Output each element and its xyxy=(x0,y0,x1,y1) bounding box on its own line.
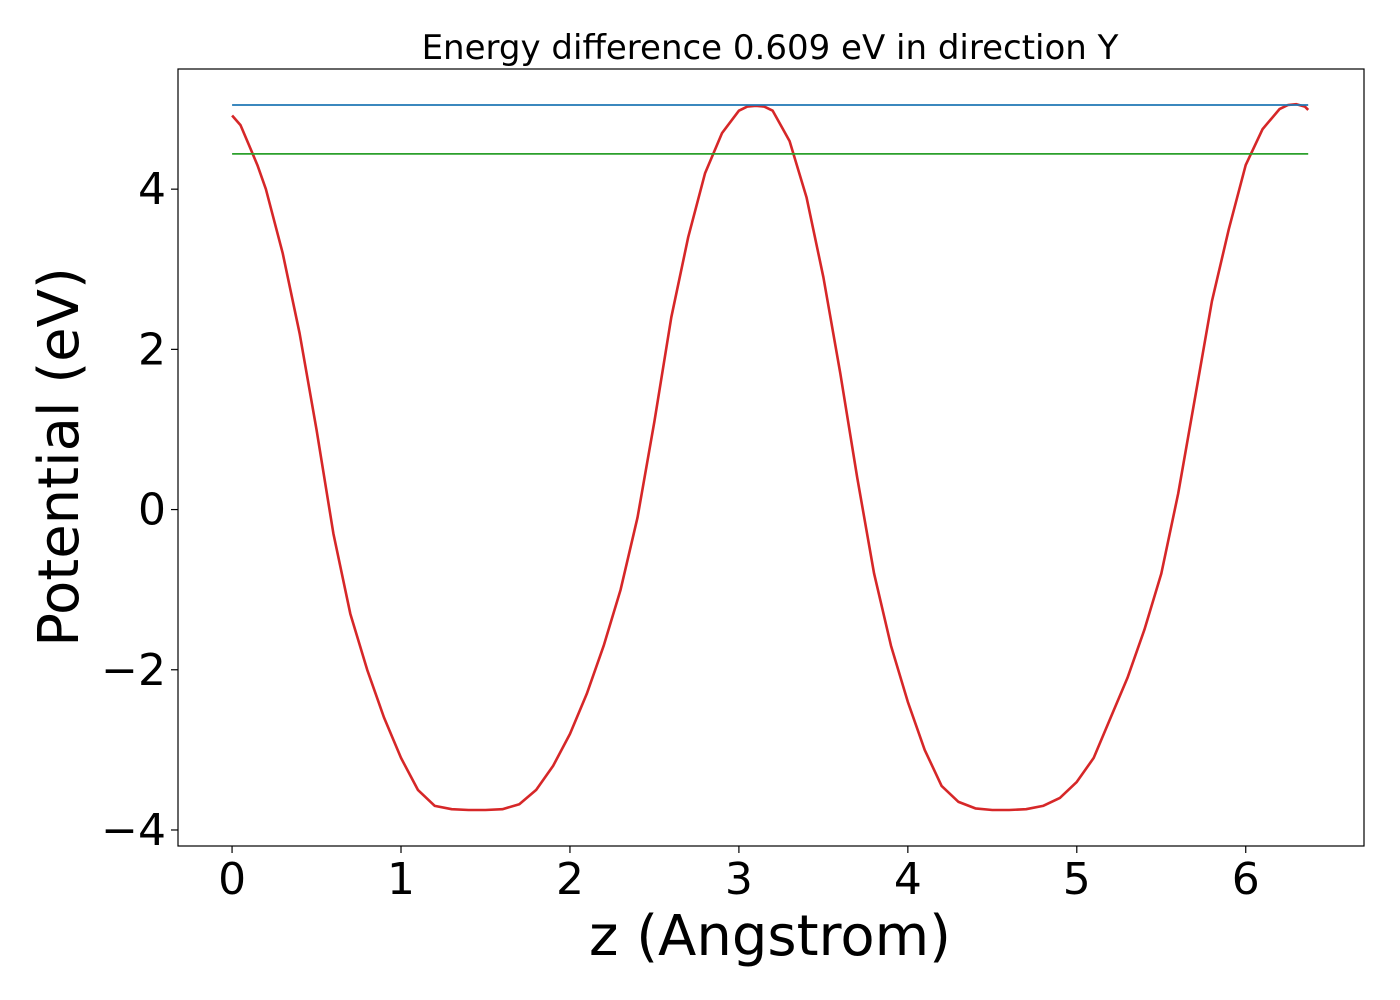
series-line-0 xyxy=(231,102,1310,812)
y-axis-label: Potential (eV) xyxy=(27,267,92,647)
x-tick-label: 4 xyxy=(894,854,922,905)
y-tick-label: 2 xyxy=(138,324,166,375)
y-tick-label: −2 xyxy=(101,645,166,696)
series-layer xyxy=(231,102,1310,812)
y-tick-label: 4 xyxy=(138,164,166,215)
x-tick-label: 1 xyxy=(387,854,415,905)
x-tick-label: 5 xyxy=(1063,854,1091,905)
x-tick-label: 0 xyxy=(218,854,246,905)
x-tick-label: 2 xyxy=(556,854,584,905)
y-tick-label: −4 xyxy=(101,805,166,856)
chart-title: Energy difference 0.609 eV in direction … xyxy=(422,28,1119,68)
plot-frame xyxy=(177,68,1365,847)
x-tick-label: 3 xyxy=(725,854,753,905)
x-tick-label: 6 xyxy=(1232,854,1260,905)
x-axis-label: z (Angstrom) xyxy=(589,904,951,969)
y-axis: −4 −2 0 2 4 xyxy=(101,164,178,856)
x-axis: 0 1 2 3 4 5 6 xyxy=(218,846,1260,905)
y-tick-label: 0 xyxy=(138,485,166,536)
